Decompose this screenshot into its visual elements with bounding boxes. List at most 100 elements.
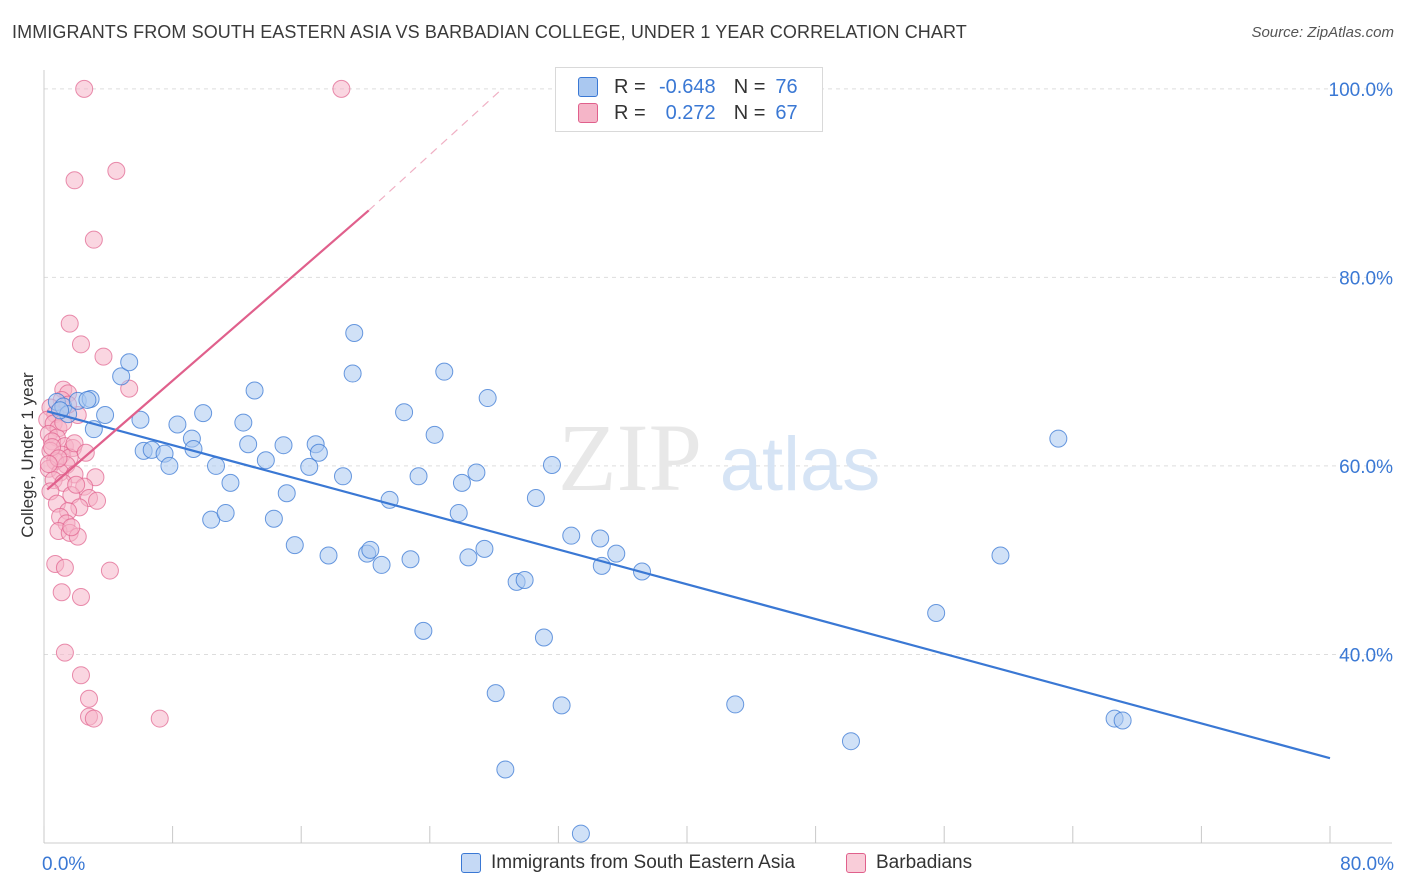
sea-immigrants-point xyxy=(927,603,946,622)
sea-immigrants-point xyxy=(841,732,860,751)
barbadians-point xyxy=(71,587,90,606)
sea-immigrants-point xyxy=(991,546,1010,565)
n-value: 76 xyxy=(775,75,798,98)
sea-immigrants-point xyxy=(475,539,494,558)
barbadians-point xyxy=(71,666,90,685)
trend-lines xyxy=(46,88,1331,760)
barbadians-point xyxy=(67,475,86,494)
sea-immigrants-point xyxy=(160,456,179,475)
sea-immigrants-point xyxy=(221,473,240,492)
y-axis-label: College, Under 1 year xyxy=(18,372,37,538)
barbadians-point xyxy=(94,347,113,366)
y-tick-label: 80.0% xyxy=(1339,268,1393,289)
sea-immigrants-point xyxy=(96,406,115,425)
sea-immigrants-point xyxy=(425,425,444,444)
barbadians-point xyxy=(76,443,95,462)
barbadians-point xyxy=(39,455,58,474)
r-value: -0.648 xyxy=(658,75,716,98)
barbadians-point xyxy=(60,314,79,333)
barbadians-trend-extension xyxy=(368,88,503,211)
chart-title: IMMIGRANTS FROM SOUTH EASTERN ASIA VS BA… xyxy=(12,22,967,42)
sea-immigrants-point xyxy=(285,536,304,555)
sea-immigrants-point xyxy=(534,628,553,647)
legend-row-barbadians: R = 0.272 N = 67 xyxy=(578,101,798,125)
tick-labels: 40.0% 60.0% 80.0% 100.0% 0.0% 80.0% xyxy=(42,80,1394,875)
barbadians-point xyxy=(71,335,90,354)
legend-item-sea[interactable]: Immigrants from South Eastern Asia xyxy=(461,852,795,874)
sea-immigrants-point xyxy=(562,526,581,545)
r-label: R = xyxy=(614,75,646,98)
sea-immigrants-point xyxy=(78,390,97,409)
sea-immigrants-point xyxy=(395,403,414,422)
barbadians-point xyxy=(332,79,351,98)
r-label: R = xyxy=(614,101,646,124)
sea-immigrants-point xyxy=(372,555,391,574)
barbadians-point xyxy=(55,558,74,577)
sea-immigrants-point xyxy=(542,455,561,474)
sea-immigrants-point xyxy=(414,621,433,640)
sea-immigrants-point xyxy=(435,362,454,381)
legend-row-sea: R = -0.648 N = 76 xyxy=(578,75,798,99)
y-tick-label: 40.0% xyxy=(1339,645,1393,666)
sea-immigrants-point xyxy=(496,760,515,779)
n-label: N = xyxy=(733,101,766,124)
barbadians-point xyxy=(84,230,103,249)
sea-immigrants-point xyxy=(361,540,380,559)
sea-immigrants-point xyxy=(256,451,275,470)
sea-immigrants-point xyxy=(486,684,505,703)
barbadians-trend-line xyxy=(46,209,370,491)
legend-label-barbadians: Barbadians xyxy=(876,852,973,873)
sea-immigrants-point xyxy=(478,389,497,408)
sea-immigrants-point xyxy=(168,415,187,434)
n-value: 67 xyxy=(775,101,798,124)
blue-swatch-icon xyxy=(578,77,598,97)
sea-immigrants-point xyxy=(194,404,213,423)
barbadians-point xyxy=(150,709,169,728)
sea-immigrants-point xyxy=(343,364,362,383)
sea-immigrants-point xyxy=(234,413,253,432)
sea-immigrants-point xyxy=(274,436,293,455)
blue-swatch-icon xyxy=(461,853,481,873)
pink-swatch-icon xyxy=(578,103,598,123)
sea-immigrants-point xyxy=(1113,711,1132,730)
barbadians-point xyxy=(75,79,94,98)
sea-immigrants-point xyxy=(319,546,338,565)
sea-immigrants-point xyxy=(345,324,364,343)
barbadians-point xyxy=(65,171,84,190)
barbadians-point xyxy=(107,161,126,180)
watermark-zip: ZIP xyxy=(558,404,702,511)
r-value: 0.272 xyxy=(665,101,716,124)
barbadians-point xyxy=(80,689,99,708)
watermark-atlas: atlas xyxy=(720,422,881,507)
sea-immigrants-point xyxy=(239,435,258,454)
stats-legend: R = -0.648 N = 76 R = 0.272 N = 67 xyxy=(555,67,823,132)
sea-immigrants-point xyxy=(300,457,319,476)
legend-item-barbadians[interactable]: Barbadians xyxy=(846,852,972,874)
sea-immigrants-point xyxy=(207,456,226,475)
x-tick-label: 80.0% xyxy=(1340,854,1394,875)
sea-immigrants-point xyxy=(726,695,745,714)
pink-swatch-icon xyxy=(846,853,866,873)
source-note: Source: ZipAtlas.com xyxy=(1251,24,1394,41)
zipatlas-watermark: ZIP atlas xyxy=(558,404,880,511)
grid-lines xyxy=(44,88,1392,655)
sea-immigrants-points xyxy=(47,324,1132,843)
sea-immigrants-point xyxy=(467,463,486,482)
sea-immigrants-point xyxy=(309,443,328,462)
sea-immigrants-point xyxy=(459,548,478,567)
barbadians-point xyxy=(55,643,74,662)
y-tick-label: 60.0% xyxy=(1339,457,1393,478)
sea-immigrants-point xyxy=(245,381,264,400)
sea-immigrants-point xyxy=(452,473,471,492)
barbadians-point xyxy=(100,561,119,580)
sea-immigrants-point xyxy=(277,484,296,503)
legend-label-sea: Immigrants from South Eastern Asia xyxy=(491,852,796,873)
barbadians-points xyxy=(38,79,351,728)
sea-immigrants-point xyxy=(526,488,545,507)
series-legend: Immigrants from South Eastern Asia Barba… xyxy=(0,852,1406,878)
sea-immigrants-point xyxy=(515,570,534,589)
sea-immigrants-point xyxy=(131,410,150,429)
sea-immigrants-point xyxy=(449,504,468,523)
x-tick-label: 0.0% xyxy=(42,854,85,875)
sea-immigrants-point xyxy=(571,824,590,843)
